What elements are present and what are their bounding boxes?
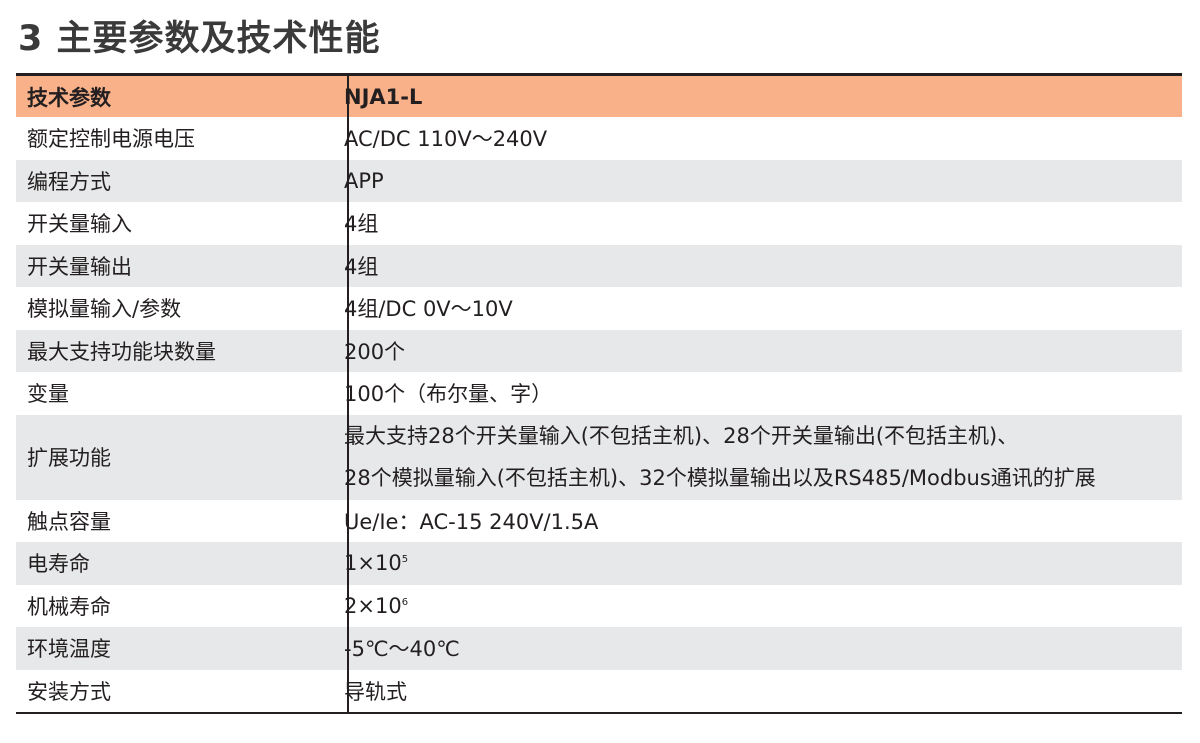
column-divider (347, 76, 349, 714)
table-row: 扩展功能 最大支持28个开关量输入(不包括主机)、28个开关量输出(不包括主机)… (16, 414, 1182, 500)
table-row: 环境温度 -5℃～40℃ (16, 627, 1182, 670)
param-name: 开关量输出 (27, 254, 132, 279)
param-name: 机械寿命 (27, 594, 111, 619)
param-value: 1×105 (344, 551, 1182, 575)
table-row: 变量 100个（布尔量、字） (16, 372, 1182, 415)
param-name: 安装方式 (27, 679, 111, 704)
value-base: 1×10 (344, 551, 402, 576)
table-row: 额定控制电源电压 AC/DC 110V～240V (16, 117, 1182, 160)
param-name: 电寿命 (27, 552, 90, 577)
param-value: Ue/Ie：AC-15 240V/1.5A (344, 509, 599, 534)
header-param-label: 技术参数 (27, 85, 111, 110)
table-row: 开关量输出 4组 (16, 244, 1182, 287)
param-name: 环境温度 (27, 637, 111, 662)
param-value: 导轨式 (344, 679, 407, 704)
table-row: 编程方式 APP (16, 159, 1182, 202)
bottom-rule (16, 712, 1182, 714)
param-name: 变量 (27, 382, 69, 407)
param-value: 4组 (344, 254, 379, 279)
table-header-row: 技术参数 NJA1-L (16, 76, 1182, 117)
param-name: 模拟量输入/参数 (27, 297, 182, 322)
param-value: 100个（布尔量、字） (344, 382, 553, 407)
param-value-line: 28个模拟量输入(不包括主机)、32个模拟量输出以及RS485/Modbus通讯… (344, 466, 1096, 490)
table-row: 安装方式 导轨式 (16, 669, 1182, 712)
value-base: 2×10 (344, 593, 402, 618)
param-value: 4组/DC 0V～10V (344, 297, 513, 322)
param-name: 触点容量 (27, 509, 111, 534)
param-name: 额定控制电源电压 (27, 127, 195, 152)
param-name: 编程方式 (27, 169, 111, 194)
param-value: AC/DC 110V～240V (344, 127, 548, 152)
page-title: 3 主要参数及技术性能 (18, 19, 381, 59)
param-value: 200个 (344, 339, 406, 364)
table-row: 模拟量输入/参数 4组/DC 0V～10V (16, 287, 1182, 330)
table-row: 开关量输入 4组 (16, 202, 1182, 245)
param-value: APP (344, 168, 384, 193)
table-row: 电寿命 1×105 (16, 542, 1182, 585)
param-value: 2×106 (344, 594, 1182, 618)
table-row: 机械寿命 2×106 (16, 584, 1182, 627)
value-exponent: 5 (401, 554, 409, 566)
table-row: 触点容量 Ue/Ie：AC-15 240V/1.5A (16, 499, 1182, 542)
param-name: 最大支持功能块数量 (27, 339, 216, 364)
param-name: 开关量输入 (27, 212, 132, 237)
header-value-label: NJA1-L (344, 84, 423, 109)
table-row: 最大支持功能块数量 200个 (16, 329, 1182, 372)
spec-table: 技术参数 NJA1-L 额定控制电源电压 AC/DC 110V～240V 编程方… (16, 73, 1182, 714)
param-value: -5℃～40℃ (344, 637, 460, 662)
param-value: 4组 (344, 212, 379, 237)
param-value-line: 最大支持28个开关量输入(不包括主机)、28个开关量输出(不包括主机)、 (344, 424, 1019, 448)
value-exponent: 6 (401, 596, 409, 608)
param-name: 扩展功能 (27, 446, 111, 470)
